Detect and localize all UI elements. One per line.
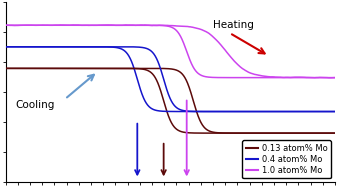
Text: Heating: Heating: [213, 20, 254, 30]
Text: Cooling: Cooling: [16, 100, 55, 111]
Legend: 0.13 atom% Mo, 0.4 atom% Mo, 1.0 atom% Mo: 0.13 atom% Mo, 0.4 atom% Mo, 1.0 atom% M…: [243, 140, 331, 178]
